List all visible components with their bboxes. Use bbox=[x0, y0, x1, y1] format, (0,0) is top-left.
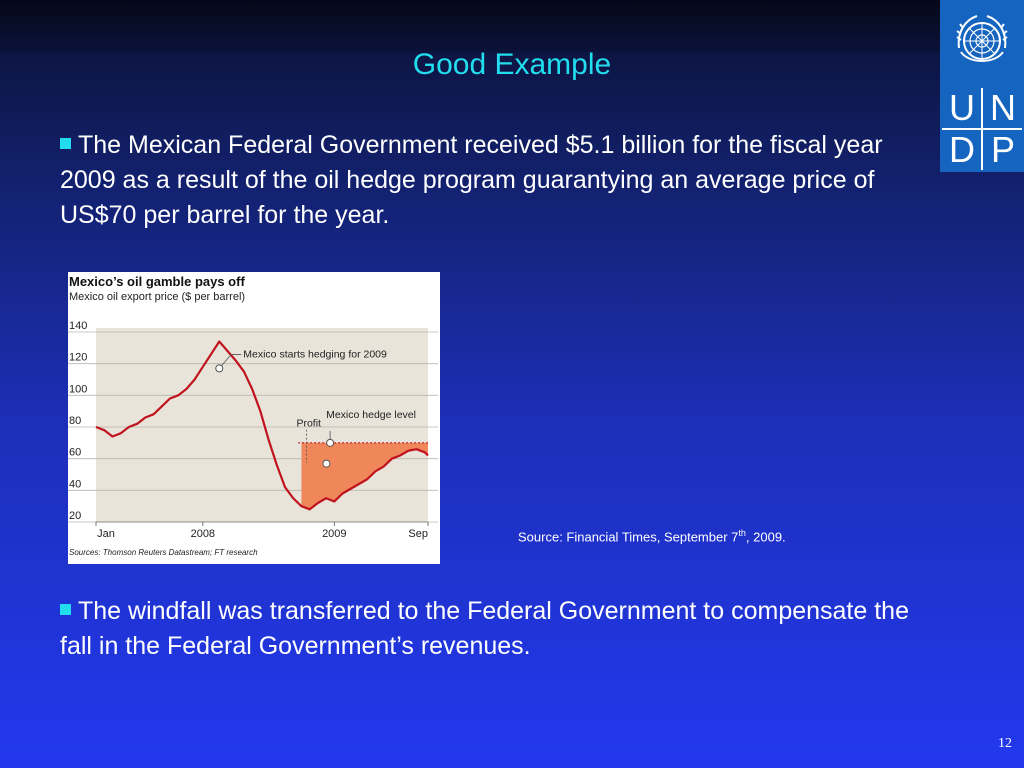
source-note-sup: th bbox=[738, 528, 746, 538]
x-tick-label: Sep bbox=[408, 528, 428, 540]
source-note: Source: Financial Times, September 7th, … bbox=[518, 528, 786, 544]
bullet-2: The windfall was transferred to the Fede… bbox=[60, 594, 920, 664]
un-emblem-icon bbox=[940, 0, 1024, 86]
annotation-marker bbox=[326, 438, 335, 447]
annotation-leader bbox=[218, 354, 242, 369]
source-note-suffix: , 2009. bbox=[745, 529, 786, 545]
chart-subtitle: Mexico oil export price ($ per barrel) bbox=[69, 291, 246, 303]
y-tick-label: 120 bbox=[69, 352, 87, 364]
undp-letter-grid: U N D P bbox=[940, 86, 1024, 172]
annotation-marker bbox=[215, 364, 224, 373]
logo-letter-d: D bbox=[949, 129, 975, 170]
price-series-line bbox=[95, 340, 429, 511]
logo-letter-u: U bbox=[949, 87, 975, 128]
profit-area bbox=[301, 442, 428, 510]
bullet-2-text: The windfall was transferred to the Fede… bbox=[60, 597, 909, 660]
annotation-profit: Profit bbox=[296, 418, 321, 430]
y-tick-label: 140 bbox=[69, 320, 87, 332]
plot-background bbox=[96, 328, 428, 522]
chart-source: Sources: Thomson Reuters Datastream; FT … bbox=[69, 548, 258, 557]
source-note-text: Source: Financial Times, September 7 bbox=[518, 529, 739, 545]
slide-title: Good Example bbox=[412, 48, 612, 81]
y-tick-label: 80 bbox=[69, 415, 81, 427]
x-tick-label: 2009 bbox=[322, 528, 346, 540]
y-tick-label: 100 bbox=[69, 383, 87, 395]
bullet-1: The Mexican Federal Government received … bbox=[60, 128, 920, 233]
x-tick-label: Jan bbox=[97, 528, 115, 540]
y-tick-label: 20 bbox=[69, 510, 81, 522]
bullet-square-icon bbox=[60, 138, 71, 149]
undp-logo: U N D P bbox=[940, 0, 1024, 172]
annotation-hedging-start: Mexico starts hedging for 2009 bbox=[243, 348, 387, 360]
x-tick-label: 2008 bbox=[191, 528, 215, 540]
annotation-marker bbox=[322, 459, 331, 468]
bullet-square-icon bbox=[60, 604, 71, 615]
chart-title: Mexico’s oil gamble pays off bbox=[69, 274, 245, 289]
logo-letter-p: P bbox=[990, 129, 1015, 170]
y-tick-label: 60 bbox=[69, 447, 81, 459]
chart-plot: 20 40 60 80 100 120 140 Jan 2008 2009 Sep Mexico st… bbox=[68, 320, 438, 540]
oil-price-chart: 20 40 60 80 100 120 140 Jan 2008 2009 Sep Mexico st… bbox=[68, 272, 440, 564]
annotation-hedge-level: Mexico hedge level bbox=[326, 409, 416, 421]
logo-letter-n: N bbox=[990, 87, 1016, 128]
y-tick-label: 40 bbox=[69, 478, 81, 490]
bullet-1-text: The Mexican Federal Government received … bbox=[60, 131, 883, 229]
page-number: 12 bbox=[998, 736, 1012, 751]
top-band bbox=[0, 0, 940, 52]
logo-divider bbox=[981, 88, 983, 170]
